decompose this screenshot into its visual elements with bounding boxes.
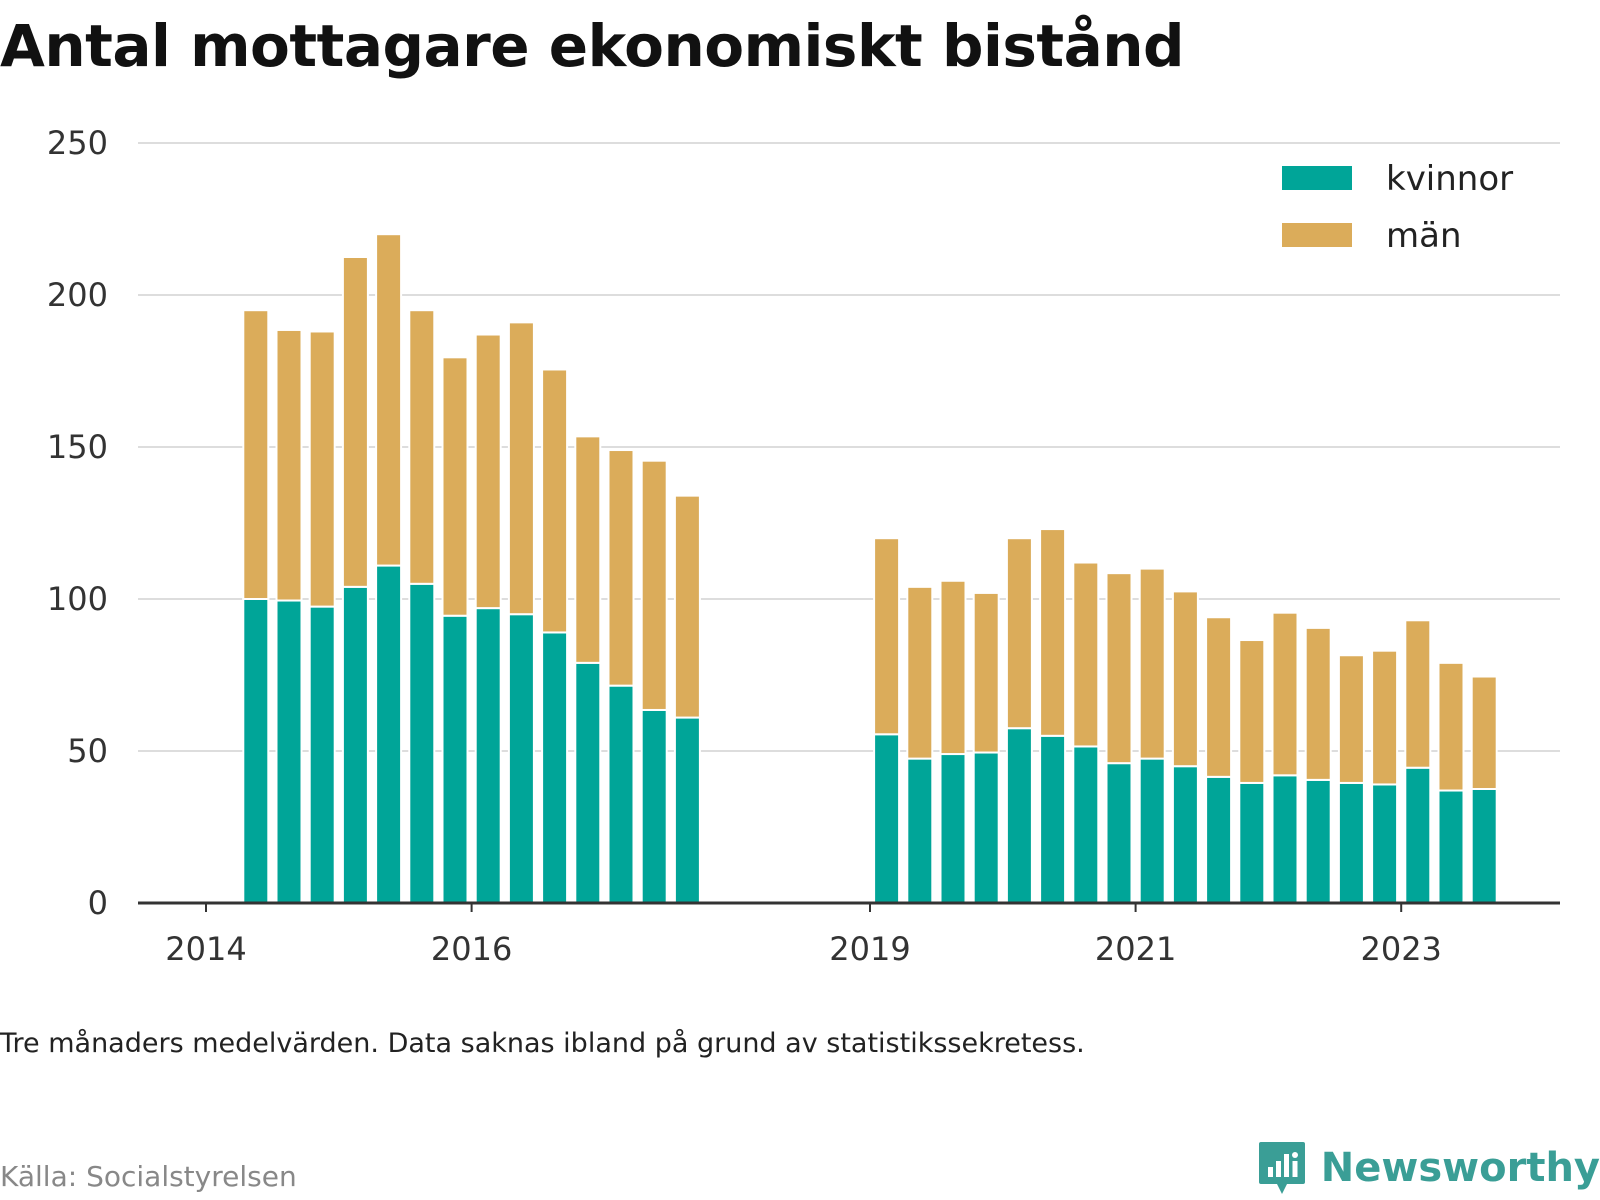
legend-swatch: [1282, 223, 1352, 247]
bar-kvinnor: [1039, 734, 1067, 904]
legend-swatch: [1282, 166, 1352, 190]
bar-kvinnor: [972, 751, 1000, 905]
y-tick-label: 250: [47, 124, 108, 162]
bar-kvinnor: [939, 753, 967, 904]
y-tick-label: 0: [88, 884, 108, 922]
bar-man: [1138, 567, 1166, 760]
bar-kvinnor: [673, 716, 701, 904]
bar-man: [939, 579, 967, 756]
bar-chart: 0 50 100 150 200 250 2014 2016 2019 2021 2023 kvi…: [47, 124, 1560, 968]
x-axis-ticks: 2014 2016 2019 2021 2023: [165, 903, 1442, 968]
bar-man: [1171, 590, 1199, 768]
y-tick-label: 150: [47, 428, 108, 466]
bars: [242, 233, 1498, 905]
x-tick-label: 2023: [1360, 930, 1441, 968]
bar-man: [408, 309, 436, 585]
chart-title: Antal mottagare ekonomiskt bistånd: [0, 12, 1185, 80]
bar-kvinnor: [607, 684, 635, 905]
bar-kvinnor: [1171, 765, 1199, 905]
legend-label: män: [1386, 216, 1462, 256]
legend-label: kvinnor: [1386, 159, 1513, 199]
bar-kvinnor: [375, 564, 403, 904]
bar-kvinnor: [1337, 781, 1365, 904]
y-tick-label: 200: [47, 276, 108, 314]
y-axis-ticks: 0 50 100 150 200 250: [47, 124, 108, 922]
bar-kvinnor: [873, 733, 901, 905]
y-tick-label: 100: [47, 580, 108, 618]
brand-name: Newsworthy: [1320, 1145, 1600, 1191]
bar-man: [1072, 561, 1100, 748]
bar-kvinnor: [640, 708, 668, 905]
bar-man: [906, 585, 934, 760]
chart-note: Tre månaders medelvärden. Data saknas ib…: [0, 1028, 1085, 1059]
bar-kvinnor: [1105, 762, 1133, 904]
source-credit: Källa: Socialstyrelsen: [0, 1160, 297, 1193]
bar-kvinnor: [1437, 789, 1465, 905]
x-tick-label: 2019: [829, 930, 910, 968]
bar-kvinnor: [441, 614, 469, 904]
bar-man: [1205, 616, 1233, 778]
bar-kvinnor: [507, 613, 535, 904]
bar-man: [574, 435, 602, 664]
bar-man: [873, 537, 901, 736]
bar-man: [640, 459, 668, 711]
bar-kvinnor: [541, 631, 569, 904]
bar-man: [607, 449, 635, 687]
bar-man: [441, 356, 469, 617]
bar-man: [275, 328, 303, 602]
bar-kvinnor: [1072, 745, 1100, 904]
bar-kvinnor: [242, 598, 270, 904]
bar-kvinnor: [1238, 781, 1266, 904]
bar-kvinnor: [308, 605, 336, 904]
bar-man: [1039, 528, 1067, 737]
bar-kvinnor: [1005, 727, 1033, 905]
bar-kvinnor: [1371, 783, 1399, 904]
bar-kvinnor: [1404, 766, 1432, 904]
bar-man: [1005, 537, 1033, 730]
bar-man: [308, 330, 336, 608]
x-tick-label: 2016: [431, 930, 512, 968]
bar-man: [341, 256, 369, 588]
bar-man: [541, 368, 569, 634]
bar-kvinnor: [1271, 774, 1299, 905]
bar-man: [375, 233, 403, 567]
bar-man: [673, 494, 701, 719]
bar-kvinnor: [474, 607, 502, 904]
bar-kvinnor: [275, 599, 303, 904]
bar-man: [1404, 619, 1432, 769]
brand-logo[interactable]: Newsworthy: [1257, 1140, 1600, 1196]
y-tick-label: 50: [67, 732, 108, 770]
newsworthy-logo-icon: [1258, 1142, 1305, 1194]
bar-man: [1470, 675, 1498, 791]
bar-kvinnor: [1470, 788, 1498, 904]
bar-kvinnor: [1138, 757, 1166, 904]
bar-man: [507, 321, 535, 616]
x-tick-label: 2014: [165, 930, 246, 968]
bar-kvinnor: [574, 661, 602, 905]
bar-man: [1238, 639, 1266, 784]
bar-man: [1304, 626, 1332, 781]
bar-kvinnor: [1205, 775, 1233, 905]
legend: kvinnor män: [1282, 159, 1513, 256]
bar-kvinnor: [408, 582, 436, 904]
bar-man: [1271, 611, 1299, 777]
bar-man: [972, 591, 1000, 754]
bar-man: [1371, 649, 1399, 786]
bar-kvinnor: [1304, 778, 1332, 905]
x-tick-label: 2021: [1095, 930, 1176, 968]
bar-kvinnor: [906, 757, 934, 904]
bar-man: [474, 333, 502, 610]
bar-man: [1437, 661, 1465, 792]
bar-man: [242, 309, 270, 600]
bar-man: [1105, 572, 1133, 765]
bar-kvinnor: [341, 585, 369, 904]
bar-man: [1337, 654, 1365, 784]
